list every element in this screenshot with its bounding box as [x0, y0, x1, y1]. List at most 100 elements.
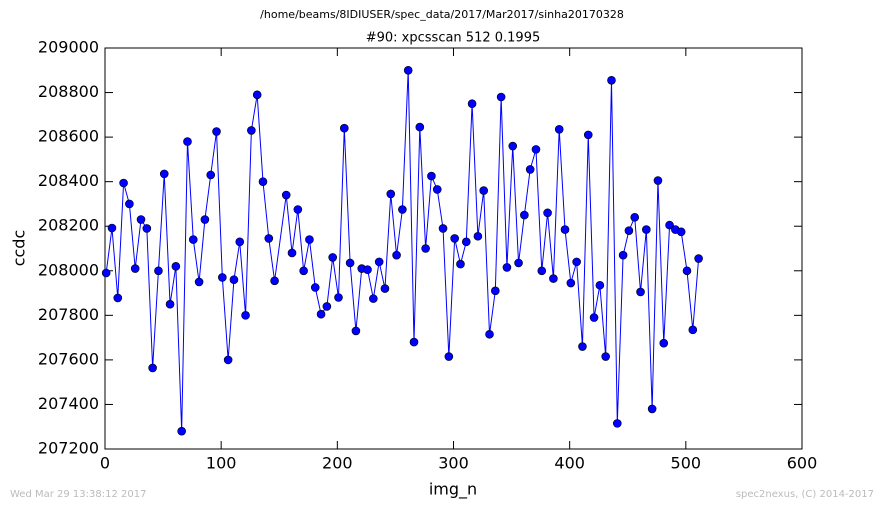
data-point: [583, 130, 593, 140]
y-tick-label: 207200: [38, 439, 99, 458]
y-tick-label: 208400: [38, 171, 99, 190]
x-tick-label: 200: [322, 454, 353, 473]
data-point: [595, 280, 605, 290]
data-point: [101, 268, 111, 278]
data-point: [659, 338, 669, 348]
data-point: [159, 169, 169, 179]
data-point: [618, 250, 628, 260]
data-point: [113, 293, 123, 303]
data-point: [281, 190, 291, 200]
data-point: [485, 329, 494, 339]
data-point: [578, 342, 587, 351]
data-point: [380, 284, 390, 293]
x-tick-label: 0: [100, 454, 110, 473]
data-point: [142, 224, 152, 233]
data-point: [177, 426, 186, 436]
data-point: [264, 234, 274, 243]
data-point: [322, 302, 332, 311]
y-tick-label: 208000: [38, 260, 99, 279]
data-point: [194, 277, 204, 287]
data-point: [305, 235, 314, 244]
data-point: [107, 223, 117, 233]
data-point: [572, 257, 581, 267]
data-line: [105, 70, 700, 432]
data-point: [363, 265, 372, 274]
chart-title: #90: xpcsscan 512 0.1995: [366, 31, 541, 46]
data-point: [491, 286, 500, 296]
y-tick-label: 207800: [38, 305, 99, 324]
data-point: [514, 258, 523, 268]
data-point: [549, 274, 558, 283]
data-point: [612, 419, 622, 428]
data-point: [653, 176, 663, 185]
data-point: [270, 276, 279, 286]
data-point: [351, 326, 361, 336]
data-point: [398, 205, 407, 214]
data-point: [543, 208, 552, 218]
data-point: [531, 145, 541, 154]
data-point: [665, 220, 674, 230]
data-point: [403, 65, 413, 75]
data-point: [520, 210, 529, 220]
footer-right: spec2nexus, (C) 2014-2017: [736, 489, 874, 500]
data-point: [438, 224, 448, 233]
data-point: [392, 250, 401, 260]
data-point: [636, 287, 645, 297]
data-point: [183, 137, 192, 146]
data-point: [374, 257, 384, 267]
data-point: [299, 266, 308, 276]
data-point: [427, 171, 436, 181]
data-point: [624, 226, 634, 235]
data-point: [415, 122, 425, 132]
data-point: [630, 213, 640, 222]
data-point: [154, 266, 163, 276]
data-point: [165, 299, 175, 309]
data-point: [345, 258, 355, 268]
x-tick-label: 100: [206, 454, 237, 473]
x-tick-label: 400: [554, 454, 585, 473]
data-point: [456, 259, 465, 269]
data-point: [607, 76, 616, 85]
data-point: [432, 185, 442, 194]
data-point: [479, 186, 489, 195]
data-point: [369, 294, 378, 303]
data-point: [642, 225, 651, 234]
data-point: [119, 178, 128, 188]
data-point: [218, 273, 227, 282]
data-point: [223, 355, 233, 365]
data-point: [206, 170, 216, 180]
data-point: [200, 215, 210, 224]
data-point: [508, 141, 518, 151]
data-point: [502, 263, 512, 272]
data-point: [287, 248, 297, 258]
x-tick-label: 500: [671, 454, 702, 473]
footer-left: Wed Mar 29 13:38:12 2017: [10, 489, 146, 500]
x-tick-label: 600: [787, 454, 818, 473]
data-point: [688, 325, 698, 335]
data-point: [328, 253, 337, 262]
data-point: [148, 363, 157, 373]
data-point: [310, 283, 320, 292]
x-axis-label: img_n: [429, 480, 477, 500]
y-tick-label: 208800: [38, 82, 99, 101]
data-point: [682, 266, 692, 276]
data-point: [525, 165, 535, 174]
y-tick-label: 207600: [38, 349, 99, 368]
y-tick-label: 208200: [38, 216, 99, 235]
data-point: [130, 264, 140, 273]
suptitle: /home/beams/8IDIUSER/spec_data/2017/Mar2…: [260, 8, 624, 21]
data-point: [421, 244, 430, 253]
data-point: [386, 189, 396, 199]
data-point: [252, 90, 262, 100]
data-point: [241, 311, 250, 320]
data-point: [566, 278, 576, 288]
data-point: [589, 313, 599, 322]
data-point: [554, 125, 564, 134]
data-point: [409, 337, 419, 347]
data-point: [647, 404, 657, 414]
data-point: [444, 352, 454, 361]
data-point: [316, 309, 326, 319]
data-point: [694, 254, 703, 263]
data-point: [450, 234, 459, 243]
